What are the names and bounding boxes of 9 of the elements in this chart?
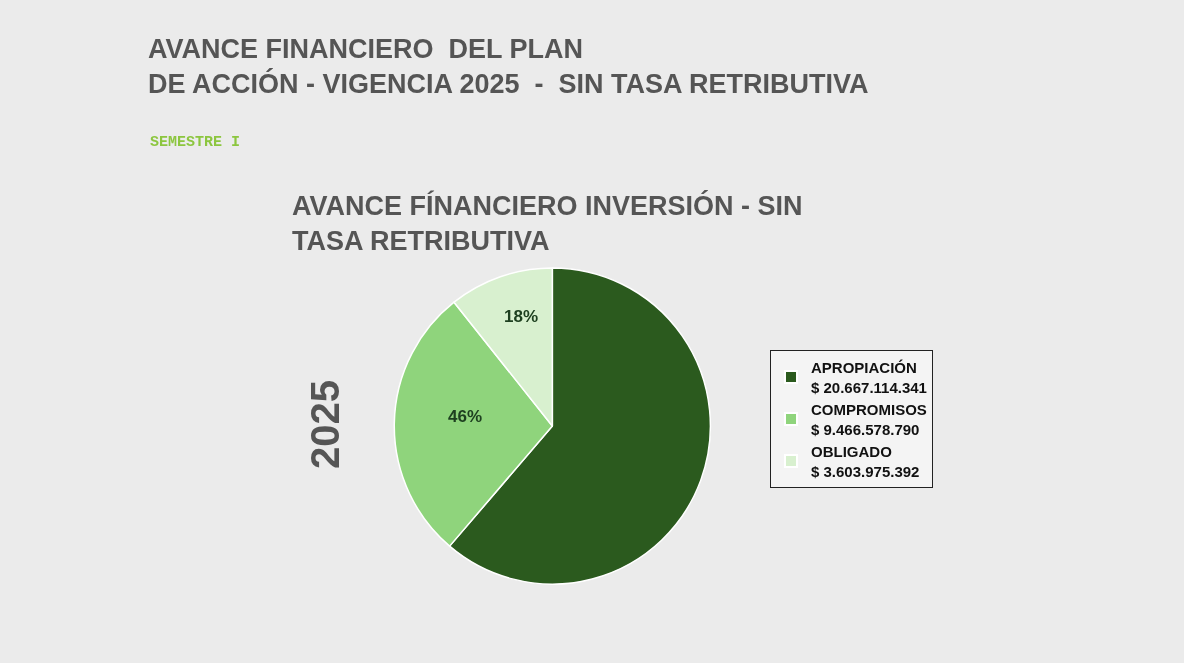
legend-label: APROPIACIÓN $ 20.667.114.341: [811, 359, 927, 396]
text: 18%: [504, 307, 539, 326]
chart-title: AVANCE FINANCIERO DEL PLAN DE ACCIÓN - VIGENCIA 2025 - SIN TASA RETRIBUTIVA: [148, 34, 869, 100]
text: AVANCE FÍNANCIERO INVERSIÓN - SIN TASA RETRIBUTIVA: [292, 190, 803, 257]
text: SEMESTRE I: [150, 134, 241, 151]
text: 46%: [448, 407, 483, 426]
legend-label: COMPROMISOS $ 9.466.578.790: [811, 401, 927, 438]
text: 2025: [303, 380, 347, 469]
legend-label: OBLIGADO $ 3.603.975.392: [811, 443, 920, 480]
